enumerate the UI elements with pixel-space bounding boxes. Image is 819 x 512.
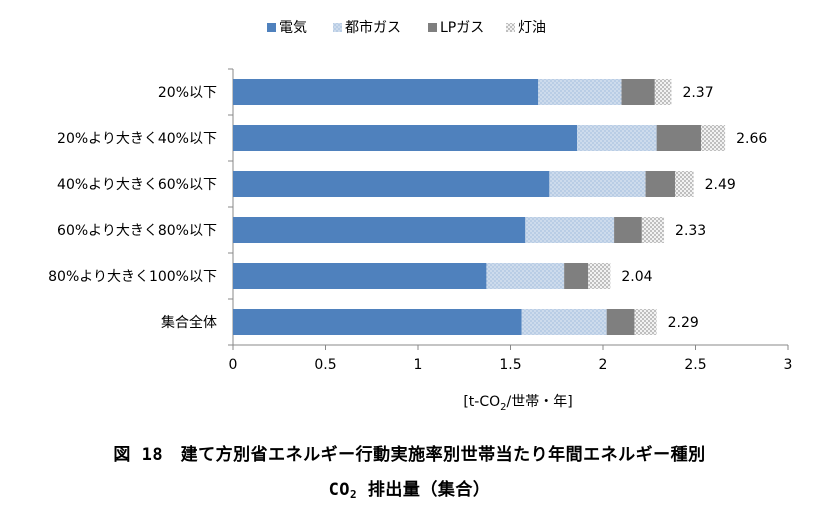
bar-segment [486,263,565,289]
category-label: 80%より大きく100%以下 [48,269,217,285]
figure-caption-line1: 図 18 建て方別省エネルギー行動実施率別世帯当たり年間エネルギー種別 [113,445,706,465]
bar-segment [525,217,615,243]
bar-segment [233,217,526,243]
legend-swatch [506,23,515,32]
legend-label: 灯油 [518,20,546,36]
bar-segment [641,217,665,243]
legend-label: LPガス [440,20,484,36]
legend-swatch [267,23,276,32]
legend-swatch [428,23,437,32]
total-value-label: 2.66 [736,131,767,147]
bar-segment [634,309,657,335]
total-value-label: 2.49 [705,177,736,193]
stacked-bar-chart: 電気 都市ガス LPガス 灯油 0 0.5 1 1.5 2 2.5 3 [t-CO2/世帯・年] 2… [48,19,793,413]
x-tick-label: 1.5 [499,357,521,373]
caption-co: CO [328,480,351,500]
bar-segment [621,79,655,105]
total-value-label: 2.29 [668,315,699,331]
category-label: 集合全体 [161,314,217,331]
x-tick-label: 3 [784,357,793,373]
bar-segment [233,309,522,335]
x-tick-label: 2 [599,357,608,373]
bar-segment [564,263,589,289]
legend-label: 都市ガス [345,19,401,36]
bar-segment [233,125,578,151]
bar-segment [654,79,672,105]
bar-segment [233,79,539,105]
bar-segment [577,125,657,151]
chart-labels: 20%以下 2.37 20%より大きく40%以下 2.66 40%より大きく60%以下 2… [48,85,767,331]
bar-segment [656,125,702,151]
bar-segment [233,263,487,289]
total-value-label: 2.04 [621,269,652,285]
bar-segment [701,125,726,151]
chart-bars [233,79,726,335]
category-label: 40%より大きく60%以下 [57,177,217,193]
figure-caption-line2: CO2 排出量（集合） [0,475,819,501]
bar-segment [588,263,611,289]
total-value-label: 2.33 [675,223,706,239]
caption-suffix: 排出量（集合） [357,480,491,500]
caption-subscript: 2 [350,488,358,501]
x-tick-label: 0.5 [314,357,336,373]
legend-label: 電気 [279,20,307,36]
category-label: 60%より大きく80%以下 [57,223,217,239]
category-label: 20%より大きく40%以下 [57,131,217,147]
total-value-label: 2.37 [682,85,713,101]
x-tick-label: 1 [414,357,423,373]
bar-segment [538,79,622,105]
x-axis-label: [t-CO2/世帯・年] [463,394,572,413]
x-tick-label: 0 [229,357,238,373]
x-tick-label: 2.5 [684,357,706,373]
chart-axes: 0 0.5 1 1.5 2 2.5 3 [t-CO2/世帯・年] [228,68,793,413]
legend-swatch [333,23,342,32]
chart-legend: 電気 都市ガス LPガス 灯油 [267,19,546,36]
bar-segment [675,171,694,197]
bar-segment [606,309,635,335]
bar-segment [645,171,676,197]
category-label: 20%以下 [158,85,217,101]
bar-segment [549,171,646,197]
bar-segment [233,171,550,197]
bar-segment [521,309,607,335]
bar-segment [614,217,642,243]
